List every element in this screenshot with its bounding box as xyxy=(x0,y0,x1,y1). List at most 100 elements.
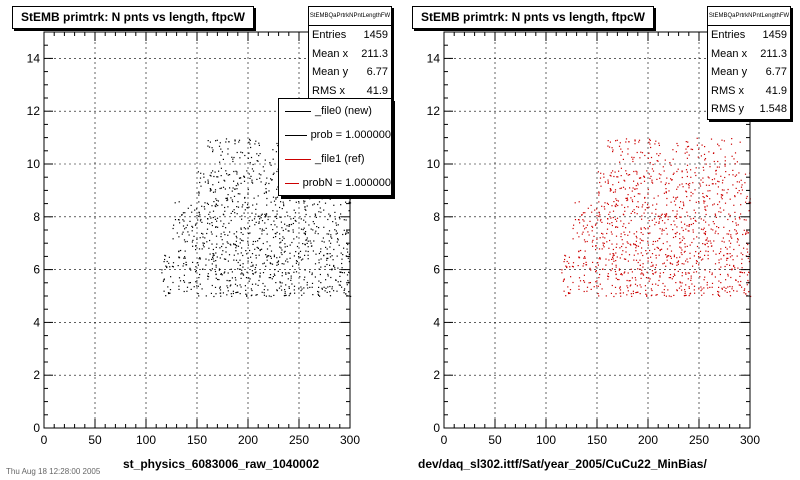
data-point xyxy=(742,233,744,236)
data-point xyxy=(285,273,287,275)
data-point xyxy=(650,175,652,177)
data-point xyxy=(306,239,308,241)
data-point xyxy=(627,153,629,155)
data-point xyxy=(264,213,266,215)
data-point xyxy=(592,245,594,247)
data-point xyxy=(688,225,690,227)
data-point xyxy=(207,203,209,205)
data-point xyxy=(746,230,748,232)
data-point xyxy=(745,197,748,199)
data-point xyxy=(291,241,293,244)
data-point xyxy=(624,271,626,273)
data-point xyxy=(235,235,237,237)
data-point xyxy=(276,290,278,292)
data-point xyxy=(659,276,661,278)
data-point xyxy=(609,190,611,192)
data-point xyxy=(280,285,282,287)
data-point xyxy=(670,255,672,257)
data-point xyxy=(305,213,307,216)
data-point xyxy=(348,253,350,255)
data-point xyxy=(679,242,681,244)
data-point xyxy=(694,292,696,294)
data-point xyxy=(681,272,683,274)
data-point xyxy=(687,145,690,147)
data-point xyxy=(743,229,745,231)
data-point xyxy=(270,250,273,252)
data-point xyxy=(645,293,647,295)
data-point xyxy=(632,210,634,212)
data-point xyxy=(221,274,223,276)
data-point xyxy=(215,277,217,279)
data-point xyxy=(700,179,702,181)
data-point xyxy=(658,254,660,256)
data-point xyxy=(257,195,259,197)
data-point xyxy=(721,189,723,191)
data-point xyxy=(651,219,653,221)
data-point xyxy=(681,282,683,284)
data-point xyxy=(712,229,714,231)
data-point xyxy=(665,191,667,193)
data-point xyxy=(733,158,735,160)
data-point xyxy=(572,262,575,264)
data-point xyxy=(646,253,648,255)
data-point xyxy=(263,170,265,172)
data-point xyxy=(578,257,581,259)
data-point xyxy=(715,183,717,185)
data-point xyxy=(712,204,714,206)
data-point xyxy=(586,286,589,288)
data-point xyxy=(584,250,586,252)
data-point xyxy=(245,277,248,279)
legend-box: _file0 (new) prob = 1.000000 _file1 (ref… xyxy=(278,98,392,196)
data-point xyxy=(675,215,677,217)
data-point xyxy=(296,236,298,238)
data-point xyxy=(277,145,279,147)
data-point xyxy=(622,243,624,245)
data-point xyxy=(676,170,678,173)
data-point xyxy=(720,266,722,268)
data-point xyxy=(319,295,321,297)
data-point xyxy=(300,286,302,288)
data-point xyxy=(680,252,682,254)
data-point xyxy=(241,218,243,220)
data-point xyxy=(235,279,237,281)
data-point xyxy=(646,207,648,209)
data-point xyxy=(285,272,287,274)
data-point xyxy=(601,221,603,223)
data-point xyxy=(729,285,731,288)
scatter-points xyxy=(561,137,752,298)
data-point xyxy=(271,179,273,181)
data-point xyxy=(615,140,617,142)
data-point xyxy=(665,227,667,229)
data-point xyxy=(606,241,608,243)
data-point xyxy=(737,224,739,226)
data-point xyxy=(687,261,689,263)
data-point xyxy=(687,215,689,217)
data-point xyxy=(204,208,206,210)
data-point xyxy=(266,241,268,243)
data-point xyxy=(241,239,243,241)
left-stats-row-entries: Entries 1459 xyxy=(312,29,388,41)
data-point xyxy=(209,188,211,190)
data-point xyxy=(620,148,622,150)
data-point xyxy=(347,279,349,282)
data-point xyxy=(288,230,290,232)
data-point xyxy=(704,206,706,208)
data-point xyxy=(251,179,253,181)
data-point xyxy=(311,273,313,276)
data-point xyxy=(312,250,314,252)
data-point xyxy=(242,240,244,242)
data-point xyxy=(259,153,261,155)
data-point xyxy=(736,255,738,257)
data-point xyxy=(612,149,614,151)
data-point xyxy=(244,285,246,287)
data-point xyxy=(307,240,309,242)
data-point xyxy=(304,233,306,236)
data-point xyxy=(724,156,726,158)
data-point xyxy=(198,194,200,196)
data-point xyxy=(615,264,617,266)
data-point xyxy=(729,253,731,255)
data-point xyxy=(647,228,649,230)
data-point xyxy=(736,161,738,163)
data-point xyxy=(201,232,203,234)
data-point xyxy=(266,248,269,250)
